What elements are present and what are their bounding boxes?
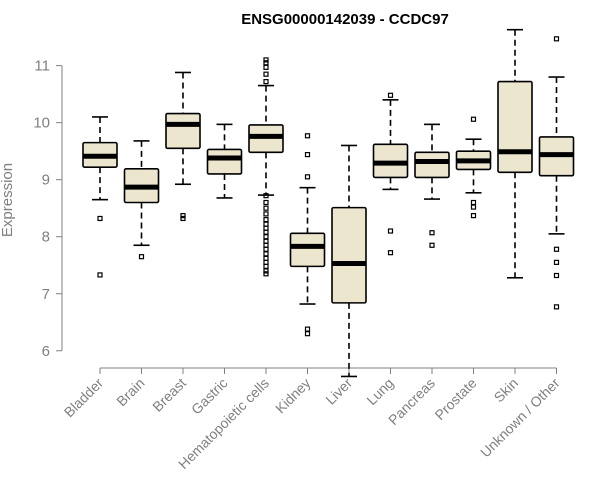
outlier-point bbox=[553, 246, 560, 252]
iqr-box bbox=[414, 151, 450, 179]
box-series bbox=[82, 28, 575, 378]
x-tick-label: Kidney bbox=[272, 375, 314, 417]
outlier-point bbox=[470, 204, 477, 210]
y-tick-label: 6 bbox=[42, 343, 50, 360]
outlier-point bbox=[263, 71, 269, 77]
outlier-point bbox=[304, 151, 311, 158]
box-liver bbox=[331, 144, 367, 378]
outlier-point bbox=[304, 174, 311, 180]
box-skin bbox=[497, 28, 533, 279]
box-kidney bbox=[289, 133, 326, 337]
outlier-point bbox=[429, 242, 435, 248]
x-tick-label: Brain bbox=[113, 375, 147, 409]
outlier-point bbox=[304, 133, 311, 139]
box-prostate bbox=[455, 116, 492, 219]
outlier-point bbox=[263, 64, 269, 70]
x-tick-label: Bladder bbox=[61, 375, 107, 421]
box-hematopoietic-cells bbox=[248, 57, 284, 277]
outlier-point bbox=[263, 211, 269, 217]
outlier-point bbox=[553, 36, 560, 42]
outlier-point bbox=[97, 272, 103, 278]
box-brain bbox=[123, 140, 160, 260]
outlier-point bbox=[387, 250, 394, 256]
outlier-point bbox=[470, 199, 477, 206]
y-tick-label: 11 bbox=[34, 58, 50, 75]
y-tick-label: 8 bbox=[42, 229, 50, 246]
outlier-point bbox=[263, 268, 269, 274]
iqr-box bbox=[497, 80, 533, 174]
outlier-point bbox=[263, 78, 269, 85]
box-breast bbox=[165, 71, 201, 222]
y-tick-label: 7 bbox=[42, 286, 50, 303]
outlier-point bbox=[470, 213, 477, 219]
x-tick-label: Breast bbox=[149, 375, 189, 415]
outlier-point bbox=[263, 251, 269, 257]
x-tick-label: Prostate bbox=[431, 375, 479, 423]
outlier-point bbox=[97, 215, 103, 222]
y-tick-label: 9 bbox=[42, 172, 50, 189]
box-gastric bbox=[206, 123, 243, 199]
iqr-box bbox=[289, 232, 326, 268]
x-tick-label: Unknown / Other bbox=[477, 375, 563, 461]
chart-title: ENSG00000142039 - CCDC97 bbox=[241, 11, 449, 28]
outlier-point bbox=[263, 60, 269, 66]
outlier-point bbox=[180, 213, 186, 219]
box-lung bbox=[372, 92, 409, 256]
outlier-point bbox=[263, 217, 269, 223]
outlier-point bbox=[470, 116, 477, 122]
x-tick-label: Lung bbox=[363, 375, 396, 408]
y-axis-label: Expression bbox=[0, 163, 16, 237]
outlier-point bbox=[138, 254, 145, 260]
x-tick-label: Liver bbox=[322, 375, 355, 408]
outlier-point bbox=[263, 199, 269, 206]
outlier-point bbox=[387, 92, 394, 98]
outlier-point bbox=[263, 57, 269, 63]
outlier-point bbox=[263, 234, 269, 240]
iqr-box bbox=[331, 206, 367, 304]
box-unknown-other bbox=[538, 36, 575, 310]
outlier-point bbox=[553, 304, 560, 310]
outlier-point bbox=[263, 193, 269, 199]
iqr-box bbox=[206, 148, 243, 175]
outlier-point bbox=[553, 272, 560, 279]
outlier-point bbox=[429, 230, 435, 236]
outlier-point bbox=[387, 228, 394, 234]
outlier-point bbox=[180, 215, 186, 222]
box-bladder bbox=[82, 116, 118, 278]
outlier-point bbox=[263, 205, 269, 211]
box-pancreas bbox=[414, 123, 450, 248]
outlier-point bbox=[263, 271, 269, 277]
iqr-box bbox=[165, 112, 201, 150]
outlier-point bbox=[304, 326, 311, 332]
outlier-point bbox=[304, 331, 311, 337]
outlier-point bbox=[553, 259, 560, 265]
y-tick-label: 10 bbox=[33, 115, 50, 132]
x-tick-label: Skin bbox=[491, 375, 522, 406]
